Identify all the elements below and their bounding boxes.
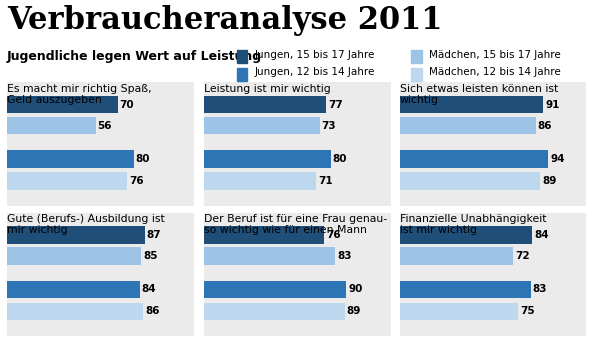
Bar [400,173,540,190]
Text: Sich etwas leisten können ist
wichtig: Sich etwas leisten können ist wichtig [400,84,558,105]
Bar [204,226,324,244]
Text: Mädchen, 15 bis 17 Jahre: Mädchen, 15 bis 17 Jahre [429,49,561,60]
Text: 89: 89 [347,306,361,317]
Bar [204,96,326,113]
Bar [204,150,331,167]
Text: 70: 70 [120,99,134,109]
Bar [204,281,346,298]
Text: 71: 71 [318,176,333,186]
Text: 85: 85 [143,251,158,261]
Bar [204,247,336,264]
Bar [400,303,518,320]
Text: Finanzielle Unabhängigkeit
ist mir wichtig: Finanzielle Unabhängigkeit ist mir wicht… [400,214,546,236]
Text: 89: 89 [542,176,556,186]
Bar [400,96,543,113]
Text: 91: 91 [545,99,559,109]
Text: Gute (Berufs-) Ausbildung ist
mir wichtig: Gute (Berufs-) Ausbildung ist mir wichti… [7,214,165,236]
Text: 86: 86 [538,120,552,131]
Text: Es macht mir richtig Spaß,
Geld auszugeben: Es macht mir richtig Spaß, Geld auszugeb… [7,84,152,105]
Bar [7,173,127,190]
Text: 84: 84 [141,284,156,294]
Text: 77: 77 [328,99,343,109]
Bar [400,226,532,244]
Bar [400,281,531,298]
Bar [7,96,118,113]
Text: Mädchen, 12 bis 14 Jahre: Mädchen, 12 bis 14 Jahre [429,67,561,77]
Bar [7,303,143,320]
Text: Jungen, 12 bis 14 Jahre: Jungen, 12 bis 14 Jahre [255,67,375,77]
Text: 76: 76 [326,230,341,240]
Text: 76: 76 [129,176,144,186]
Text: 87: 87 [146,230,161,240]
Bar [7,226,144,244]
Bar [7,150,134,167]
Bar [400,117,536,134]
Text: Jugendliche legen Wert auf Leistung: Jugendliche legen Wert auf Leistung [7,50,262,63]
Text: 56: 56 [98,120,112,131]
Bar [204,303,345,320]
Bar [7,281,140,298]
Text: 72: 72 [515,251,530,261]
Text: 83: 83 [533,284,547,294]
Text: 80: 80 [333,154,347,164]
Text: 75: 75 [520,306,535,317]
Text: 73: 73 [321,120,336,131]
Bar [204,117,320,134]
Text: Der Beruf ist für eine Frau genau-
so wichtig wie für einen Mann: Der Beruf ist für eine Frau genau- so wi… [204,214,387,236]
Text: 94: 94 [550,154,565,164]
Text: 83: 83 [337,251,352,261]
Text: 86: 86 [145,306,159,317]
Text: Verbraucheranalyse 2011: Verbraucheranalyse 2011 [7,5,442,36]
Text: 80: 80 [136,154,150,164]
Text: Jungen, 15 bis 17 Jahre: Jungen, 15 bis 17 Jahre [255,49,375,60]
Bar [7,117,95,134]
Bar [7,247,141,264]
Text: 84: 84 [534,230,549,240]
Bar [400,150,548,167]
Bar [204,173,317,190]
Text: Leistung ist mir wichtig: Leistung ist mir wichtig [204,84,331,94]
Bar [400,247,513,264]
Text: 90: 90 [348,284,363,294]
